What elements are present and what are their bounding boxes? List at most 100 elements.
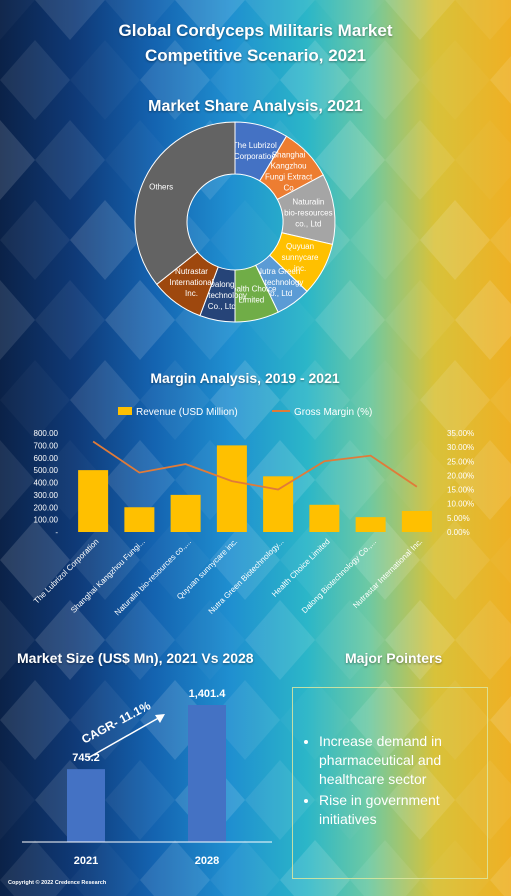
pie-slice-label: Naturalin bio-resources co., Ltd <box>284 197 332 228</box>
bg-diamond <box>455 440 511 520</box>
market-size-title: Market Size (US$ Mn), 2021 Vs 2028 <box>17 650 254 666</box>
revenue-bar <box>78 470 109 532</box>
bg-diamond <box>0 840 70 896</box>
bg-diamond <box>455 760 511 840</box>
cagr-arrow <box>87 715 163 759</box>
y2-tick-label: 0.00% <box>447 528 470 537</box>
y2-tick-label: 30.00% <box>447 443 474 452</box>
bg-diamond <box>280 840 350 896</box>
revenue-bar <box>170 494 201 532</box>
bg-diamond <box>0 680 70 760</box>
y-tick-label: 100.00 <box>34 516 59 525</box>
revenue-bar <box>401 510 432 532</box>
y2-tick-label: 35.00% <box>447 429 474 438</box>
bg-diamond <box>350 200 420 280</box>
bg-diamond <box>490 376 511 424</box>
bg-diamond <box>0 280 35 360</box>
bg-diamond <box>385 600 455 680</box>
bg-diamond <box>490 856 511 896</box>
revenue-bar <box>216 445 247 532</box>
pie-slice-label: Shanghai Kangzhou Fungi Extract Co <box>265 151 313 193</box>
y-tick-label: 800.00 <box>34 429 59 438</box>
bg-diamond <box>350 520 420 600</box>
bg-diamond <box>105 760 175 840</box>
pie-slice-label: Health Choice Limited <box>226 285 277 305</box>
margin-chart-title: Margin Analysis, 2019 - 2021 <box>150 370 340 386</box>
margin-analysis-chart: Revenue (USD Million) Gross Margin (%) - 10… <box>32 407 474 617</box>
bg-diamond <box>385 120 455 200</box>
page-title: Global Cordyceps Militaris Market <box>118 21 393 40</box>
bg-diamond <box>105 600 175 680</box>
bg-diamond <box>70 680 140 760</box>
bg-diamond <box>280 520 350 600</box>
y2-tick-label: 20.00% <box>447 471 474 480</box>
bg-diamond <box>245 0 315 40</box>
bg-diamond <box>455 0 511 40</box>
y-tick-label: 600.00 <box>34 454 59 463</box>
pointer-item: Rise in government initiatives <box>319 791 481 829</box>
bg-diamond <box>490 56 511 104</box>
bg-diamond <box>385 0 455 40</box>
bg-diamond <box>280 40 350 120</box>
bg-diamond <box>105 440 175 520</box>
pie-slice-label: The Lubrizol Corporation <box>233 141 277 161</box>
cagr-arrowhead <box>155 714 165 723</box>
y-tick-label: 400.00 <box>34 479 59 488</box>
pie-slice <box>134 121 236 285</box>
bg-diamond <box>420 520 490 600</box>
gross-margin-line <box>92 440 418 491</box>
bg-diamond <box>350 840 420 896</box>
bg-diamond <box>245 600 315 680</box>
bg-diamond <box>210 680 280 760</box>
market-size-bar <box>67 769 105 842</box>
legend-label-margin: Gross Margin (%) <box>294 407 372 418</box>
x-category-label: Shanghai Kangzhou Fungi... <box>69 537 147 615</box>
bg-diamond <box>490 216 511 264</box>
bg-diamond <box>315 600 385 680</box>
bg-diamond <box>315 280 385 360</box>
bg-diamond <box>35 600 105 680</box>
y2-tick-label: 15.00% <box>447 486 474 495</box>
bg-diamond <box>35 0 105 40</box>
bg-diamond <box>280 360 350 440</box>
page-subtitle: Competitive Scenario, 2021 <box>144 46 367 65</box>
y-tick-label: 200.00 <box>34 503 59 512</box>
y-tick-label: 500.00 <box>34 466 59 475</box>
bg-diamond <box>245 760 315 840</box>
market-size-value: 1,401.4 <box>189 688 227 700</box>
bg-diamond <box>175 0 245 40</box>
bg-diamond <box>420 360 490 440</box>
bg-diamond <box>70 200 140 280</box>
market-size-bar <box>188 705 226 842</box>
bg-diamond <box>455 280 511 360</box>
revenue-bar <box>355 517 386 532</box>
bg-diamond <box>0 120 35 200</box>
pie-title: Market Share Analysis, 2021 <box>148 98 363 115</box>
y-tick-label: - <box>55 528 58 537</box>
bg-diamond <box>140 360 210 440</box>
market-size-year: 2028 <box>195 855 219 867</box>
bg-diamond <box>455 600 511 680</box>
bg-diamond <box>0 200 70 280</box>
revenue-bar <box>124 507 155 532</box>
pie-slice-label: Dalong Biotechnology Co., Ltd <box>197 280 247 311</box>
legend-swatch-revenue <box>118 407 132 415</box>
pie-slice-label: Others <box>149 182 173 191</box>
legend-label-revenue: Revenue (USD Million) <box>136 407 238 418</box>
major-pointers-title: Major Pointers <box>345 650 443 666</box>
x-category-label: Dalong Biotechnology Co.,... <box>300 537 378 615</box>
bg-diamond <box>0 600 35 680</box>
pie-slice-label: Quyuan sunnycare inc. <box>282 242 319 273</box>
x-category-label: Nutra Green Biotechnology... <box>207 537 286 616</box>
x-category-label: Naturalin bio-resources co.,... <box>113 537 193 617</box>
y-tick-label: 700.00 <box>34 441 59 450</box>
y2-tick-label: 5.00% <box>447 514 470 523</box>
revenue-bar <box>263 476 294 532</box>
bg-diamond <box>455 120 511 200</box>
bg-diamond <box>210 360 280 440</box>
bg-diamond <box>140 40 210 120</box>
bg-diamond <box>350 40 420 120</box>
bg-diamond <box>70 360 140 440</box>
